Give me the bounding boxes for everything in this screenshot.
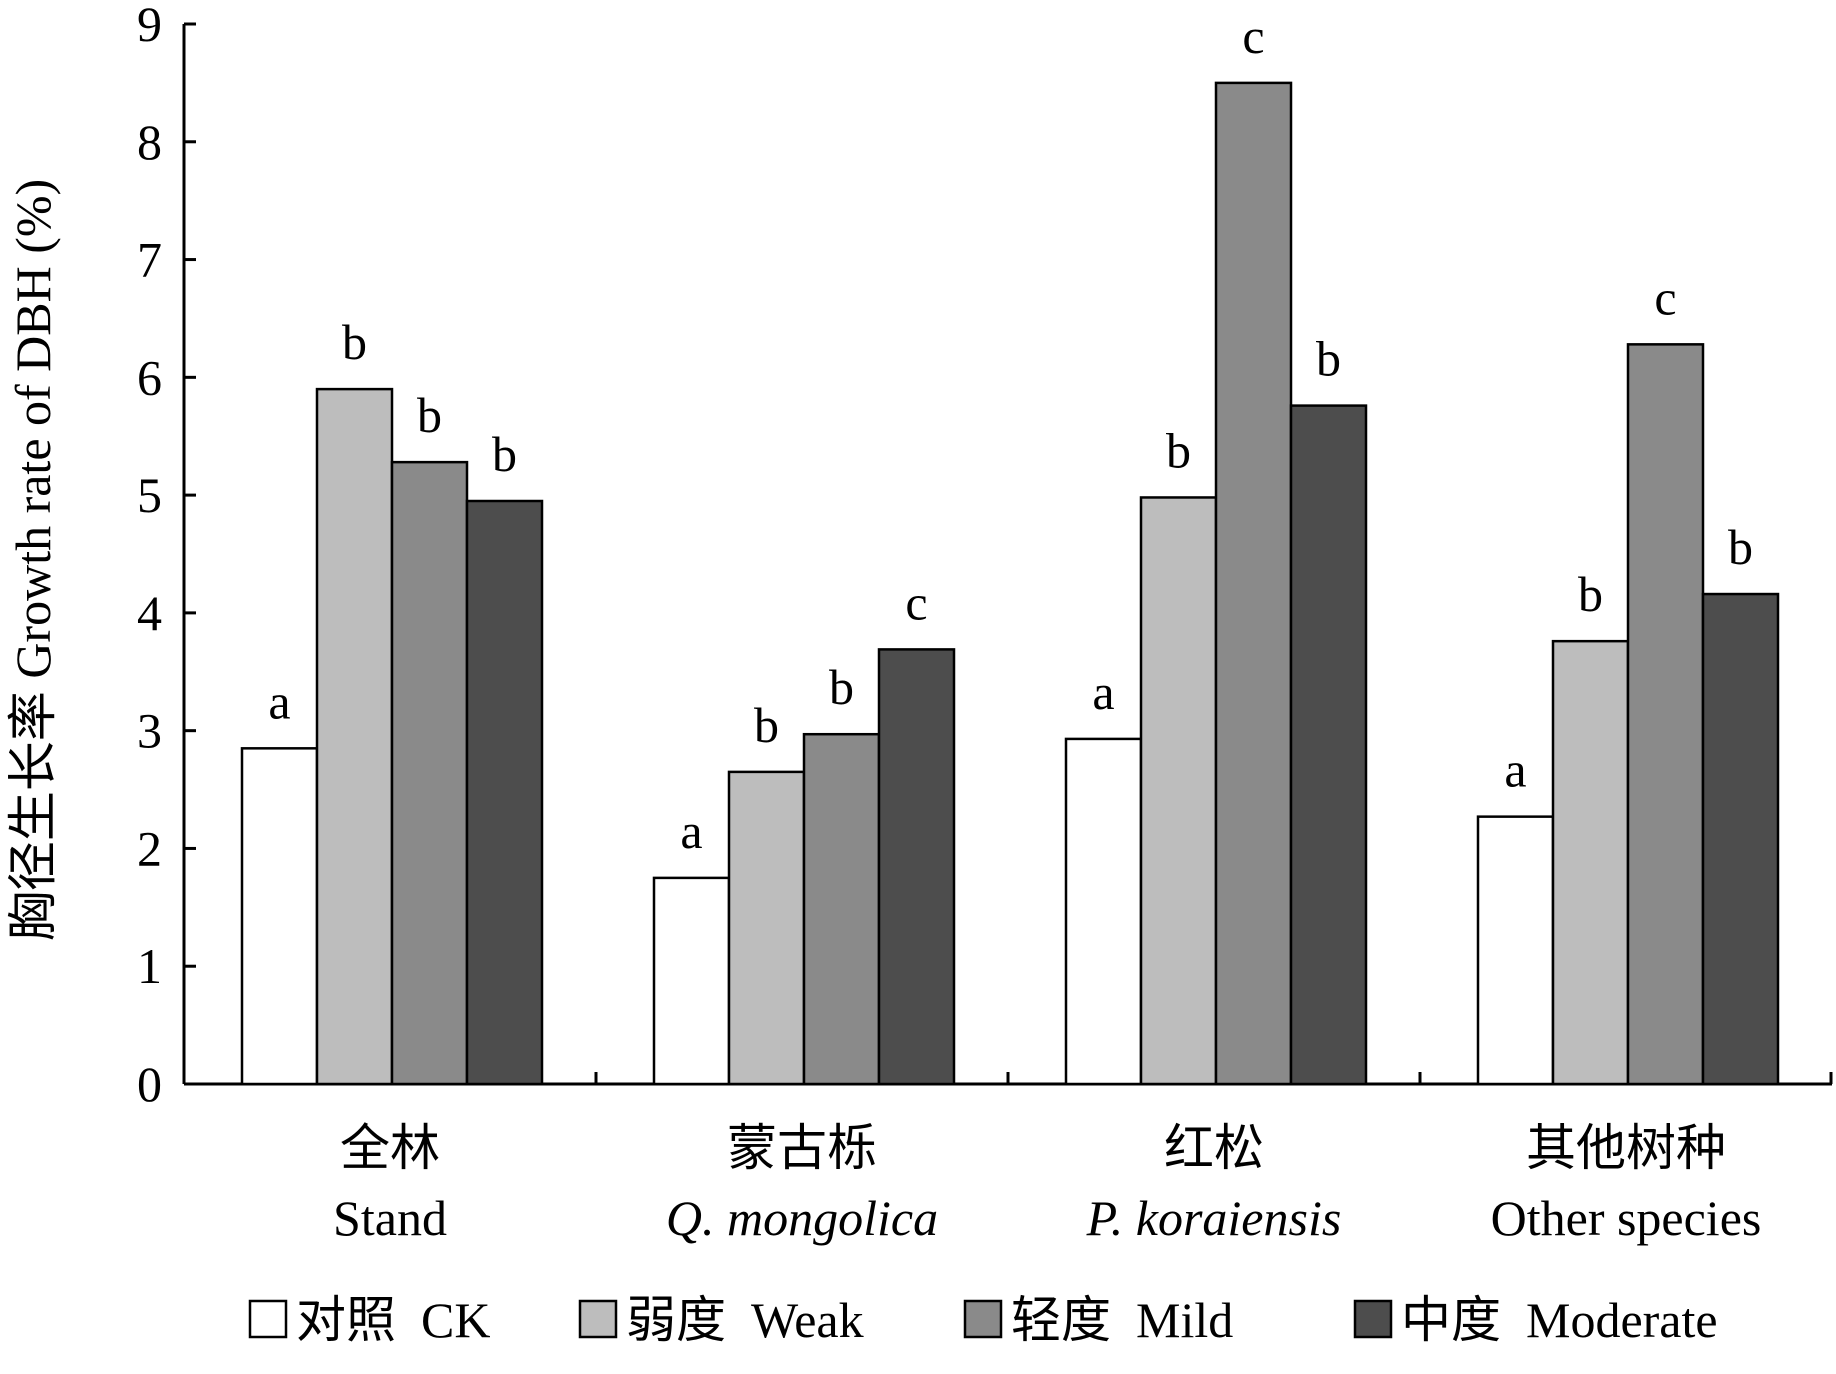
bar [1289,404,1368,1086]
significance-label: a [680,803,702,859]
bar [1214,81,1293,1086]
category-label-en: Other species [1491,1190,1762,1246]
bars [240,81,1780,1086]
bar [1476,815,1555,1086]
category-label-en: Stand [333,1190,447,1246]
bar [240,747,319,1086]
legend-swatch [578,1299,618,1339]
bar [652,876,731,1086]
significance-label: b [1316,331,1341,387]
legend-label: 弱度 Weak [626,1292,864,1348]
legend: 对照 CK 弱度 Weak 轻度 Mild 中度 Moderate [248,1292,1718,1348]
significance-label: a [268,673,290,729]
legend-label: 轻度 Mild [1011,1292,1233,1348]
significance-label: a [1092,664,1114,720]
bar [1551,639,1630,1086]
significance-label: b [417,387,442,443]
legend-swatch [1353,1299,1393,1339]
significance-label: c [905,574,927,630]
category-label-en: P. koraiensis [1086,1190,1342,1246]
category-label-zh: 蒙古栎 [727,1120,877,1176]
y-tick-label: 0 [137,1056,162,1112]
significance-label: b [1166,422,1191,478]
legend-swatch [248,1299,288,1339]
y-tick-label: 1 [137,938,162,994]
legend-label: 中度 Moderate [1401,1292,1718,1348]
y-axis-title-group: 胸径生长率 Growth rate of DBH (%) [5,179,61,941]
y-tick-label: 4 [137,585,162,641]
bar [315,387,394,1086]
significance-label: c [1242,8,1264,64]
significance-label: b [829,659,854,715]
y-tick-label: 3 [137,703,162,759]
y-tick-label: 9 [137,0,162,52]
category-label-zh: 全林 [340,1120,440,1176]
significance-label: b [342,314,367,370]
y-tick-label: 8 [137,114,162,170]
y-tick-label: 7 [137,232,162,288]
legend-label: 对照 CK [296,1292,490,1348]
y-axis-title: 胸径生长率 Growth rate of DBH (%) [5,179,61,941]
significance-label: b [1578,566,1603,622]
bar [877,648,956,1086]
bar [1701,592,1780,1086]
legend-swatch [963,1299,1003,1339]
y-tick-label: 2 [137,820,162,876]
y-tick-label: 6 [137,349,162,405]
significance-label: b [1728,519,1753,575]
bar [465,499,544,1086]
category-label-zh: 红松 [1164,1120,1264,1176]
category-label-en: Q. mongolica [666,1190,938,1246]
bar [390,460,469,1086]
significance-label: a [1504,742,1526,798]
significance-label: c [1654,269,1676,325]
significance-label: b [492,426,517,482]
category-label-zh: 其他树种 [1526,1120,1726,1176]
significance-label: b [754,697,779,753]
bar [1139,496,1218,1086]
bar [1064,737,1143,1086]
bar [1626,343,1705,1086]
bar [727,770,806,1086]
bar [802,732,881,1086]
y-tick-label: 5 [137,467,162,523]
